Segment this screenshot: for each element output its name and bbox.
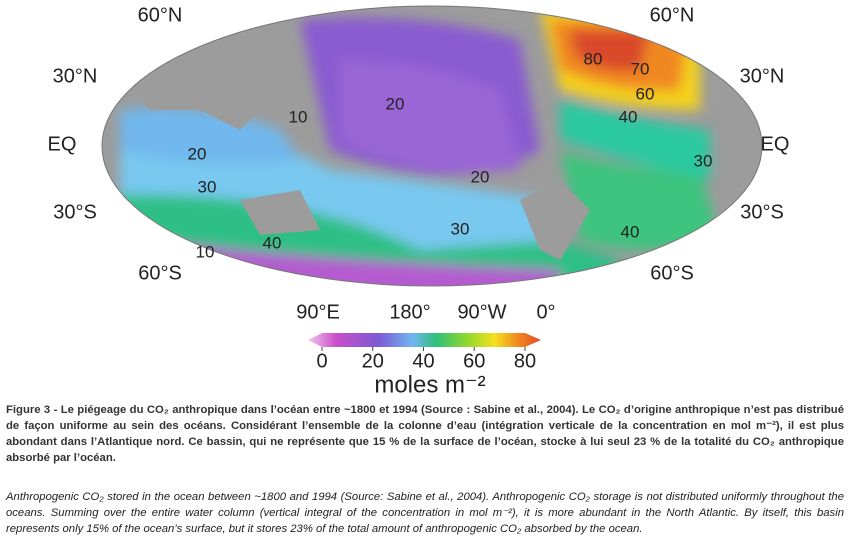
longitude-label: 0° [536,301,555,323]
contour-label: 40 [619,107,638,126]
latitude-label: 30°S [740,201,784,223]
contour-label: 30 [694,151,713,170]
colorbar [308,333,541,347]
contour-label: 40 [621,222,640,241]
latitude-label: 60°N [650,4,695,26]
contour-label: 30 [451,219,470,238]
colorbar-tick-label: 60 [463,350,485,372]
longitude-label: 180° [389,301,430,323]
latitude-label: 30°N [53,65,98,87]
longitude-label: 90°E [296,301,340,323]
contour-label: 60 [636,84,655,103]
contour-label: 70 [631,59,650,78]
colorbar-tick-label: 80 [514,350,536,372]
contour-label: 10 [196,242,215,261]
contour-label: 20 [471,167,490,186]
latitude-label: 30°S [53,201,97,223]
colorbar-tick-label: 0 [316,350,327,372]
latitude-label: 60°S [650,262,694,284]
contour-label: 40 [263,233,282,252]
contour-label: 30 [198,177,217,196]
map-figure: 60°N 30°N EQ 30°S 60°S 60°N 30°N EQ 30°S 60°S 90°E… [48,4,790,398]
colorbar-unit: moles m⁻² [374,371,485,398]
caption-french: Figure 3 - Le piégeage du CO₂ anthropiqu… [6,404,844,464]
map-outline [101,5,763,287]
contour-label: 20 [188,144,207,163]
latitude-label: 60°S [138,262,182,284]
caption-english: Anthropogenic CO₂ stored in the ocean be… [6,491,844,535]
contour-label: 10 [289,107,308,126]
contour-label: 80 [584,49,603,68]
latitude-label: EQ [761,133,790,155]
colorbar-tick-label: 40 [412,350,434,372]
latitude-label: 60°N [138,4,183,26]
latitude-label: 30°N [740,65,785,87]
longitude-label: 90°W [457,301,506,323]
latitude-label: EQ [48,133,77,155]
contour-label: 20 [386,94,405,113]
colorbar-tick-label: 20 [362,350,384,372]
